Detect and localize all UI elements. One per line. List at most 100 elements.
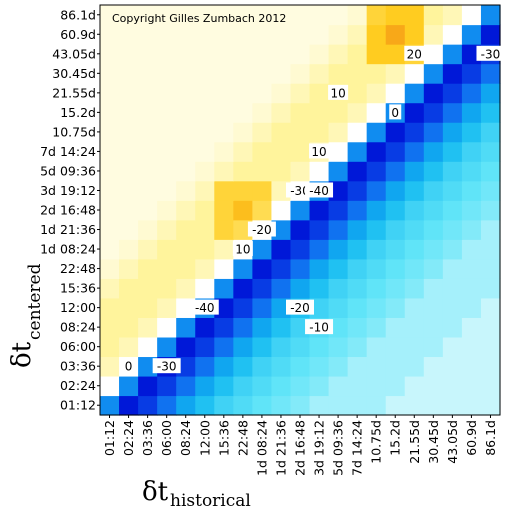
heat-cell xyxy=(347,356,368,377)
heat-cell xyxy=(100,122,120,143)
heat-cell xyxy=(157,395,177,416)
heat-cell xyxy=(176,375,196,397)
heat-cell xyxy=(100,239,120,260)
heat-cell xyxy=(347,122,368,143)
heat-cell xyxy=(233,122,253,143)
x-tick-label: 2d 16:48 xyxy=(293,420,308,476)
heat-cell xyxy=(385,44,406,65)
chart-title: Copyright Gilles Zumbach 2012 xyxy=(112,12,286,25)
heat-cell xyxy=(214,180,234,201)
heat-cell xyxy=(100,356,120,377)
heat-cell xyxy=(233,180,253,201)
heat-cell xyxy=(214,317,234,338)
heat-cell xyxy=(442,356,463,377)
heat-cell xyxy=(214,122,234,143)
heat-cell xyxy=(157,297,177,318)
heat-cell xyxy=(404,356,425,377)
heat-cell xyxy=(347,278,368,299)
heat-cell xyxy=(157,258,177,279)
y-tick-label: 08:24 xyxy=(60,320,96,335)
heat-cell xyxy=(138,219,158,240)
contour-label-bg xyxy=(389,104,402,120)
heat-cell xyxy=(271,356,292,377)
x-tick-label: 30.45d xyxy=(426,420,441,464)
heat-cell xyxy=(119,141,139,162)
heat-cell xyxy=(252,395,273,416)
heat-cell xyxy=(423,180,444,201)
heat-cell xyxy=(366,258,387,279)
heat-cell xyxy=(138,83,158,104)
heat-cell xyxy=(195,102,215,123)
y-tick-label: 12:00 xyxy=(60,300,96,315)
heat-cell xyxy=(423,219,444,240)
heat-cell xyxy=(290,219,311,240)
heat-cell xyxy=(480,122,501,143)
heat-cell xyxy=(195,141,215,162)
heat-cell xyxy=(176,180,196,201)
heat-cell xyxy=(176,102,196,123)
heat-cell xyxy=(461,180,482,201)
heat-cell xyxy=(423,5,444,26)
heat-cell xyxy=(404,141,425,162)
heat-cell xyxy=(423,258,444,279)
heat-cell xyxy=(461,375,482,397)
heat-cell xyxy=(157,122,177,143)
heat-cell xyxy=(385,122,406,143)
heat-cell xyxy=(157,141,177,162)
heat-cell xyxy=(195,200,215,221)
heat-cell xyxy=(442,141,463,162)
heat-cell xyxy=(195,5,215,26)
heat-cell xyxy=(214,395,234,416)
heat-cell xyxy=(480,356,501,377)
heat-cell xyxy=(366,239,387,260)
heat-cell xyxy=(100,161,120,182)
heat-cell xyxy=(366,317,387,338)
heat-cell xyxy=(347,297,368,318)
heat-cell xyxy=(271,44,292,65)
heat-cell xyxy=(404,122,425,143)
heat-cell xyxy=(233,200,253,221)
heat-cell xyxy=(176,161,196,182)
contour-label: -40 xyxy=(195,301,215,315)
heat-cell xyxy=(271,317,292,338)
contour-label-bg xyxy=(232,241,253,257)
heat-cell xyxy=(157,375,177,397)
heat-cell xyxy=(442,395,463,416)
heat-cell xyxy=(328,141,349,162)
heat-cell xyxy=(385,83,406,104)
heat-cell xyxy=(480,102,501,123)
heat-cell xyxy=(347,239,368,260)
heat-cell xyxy=(347,395,368,416)
heat-cell xyxy=(138,63,158,84)
heat-cell xyxy=(423,83,444,104)
heat-cell xyxy=(233,297,253,318)
heat-cell xyxy=(480,161,501,182)
y-tick-label: 22:48 xyxy=(60,261,96,276)
heat-cell xyxy=(119,297,139,318)
heat-cell xyxy=(252,336,273,358)
contour-label: -20 xyxy=(252,223,272,237)
heat-cell xyxy=(290,122,311,143)
heat-cell xyxy=(119,258,139,279)
y-tick-label: 60.9d xyxy=(60,27,96,42)
heat-cell xyxy=(290,44,311,65)
heat-cell xyxy=(385,239,406,260)
heat-cell xyxy=(461,278,482,299)
heat-cell xyxy=(157,5,177,26)
heat-cell xyxy=(404,5,425,26)
heat-cell xyxy=(328,63,349,84)
heat-cell xyxy=(138,44,158,65)
heat-cell xyxy=(119,161,139,182)
heat-cell xyxy=(328,356,349,377)
heat-cell xyxy=(404,63,425,84)
heat-cell xyxy=(100,141,120,162)
heat-cell xyxy=(271,141,292,162)
heat-cell xyxy=(366,5,387,26)
heat-cell xyxy=(442,161,463,182)
heat-cell xyxy=(214,24,234,45)
heat-cell xyxy=(385,258,406,279)
y-tick-label: 03:36 xyxy=(60,359,96,374)
heat-cell xyxy=(404,375,425,397)
heat-cell xyxy=(461,258,482,279)
heat-cell xyxy=(100,102,120,123)
